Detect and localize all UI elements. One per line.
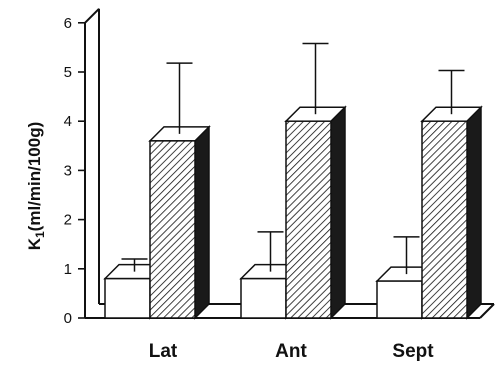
bars <box>103 105 483 320</box>
bar-hatched-ant-front <box>285 120 332 319</box>
y-ticks: 0 1 2 3 4 5 6 <box>64 15 85 327</box>
y-tick-label: 4 <box>64 113 72 130</box>
bar-hatched-lat-front <box>149 140 196 319</box>
y-tick-label: 1 <box>64 261 72 278</box>
category-label-ant: Ant <box>275 341 307 362</box>
y-axis-label: K1(ml/min/100g) <box>25 122 47 251</box>
bar-hatched-ant-side <box>330 105 346 320</box>
y-tick-label: 2 <box>64 212 72 229</box>
x-axis-end-line <box>479 303 495 319</box>
bar-white-lat-front <box>104 277 151 319</box>
bar-hatched-sept-side <box>466 105 482 320</box>
bar-hatched-lat <box>148 125 211 320</box>
y-tick-label: 3 <box>64 162 72 179</box>
y-tick-label: 0 <box>64 310 72 327</box>
bar-hatched-ant <box>284 105 347 320</box>
bar-white-sept-front <box>376 280 423 319</box>
y-axis-top-cap <box>84 8 100 24</box>
y-tick-label: 5 <box>64 64 72 81</box>
bar-hatched-sept-front <box>421 120 468 319</box>
bar-hatched-sept <box>420 105 483 320</box>
error-bars <box>121 42 465 275</box>
category-label-sept: Sept <box>392 341 434 362</box>
bar-white-ant-front <box>240 277 287 319</box>
y-tick-label: 6 <box>64 15 72 32</box>
bar-hatched-lat-side <box>194 125 210 320</box>
category-labels: Lat Ant Sept <box>149 341 435 362</box>
category-label-lat: Lat <box>149 341 178 362</box>
